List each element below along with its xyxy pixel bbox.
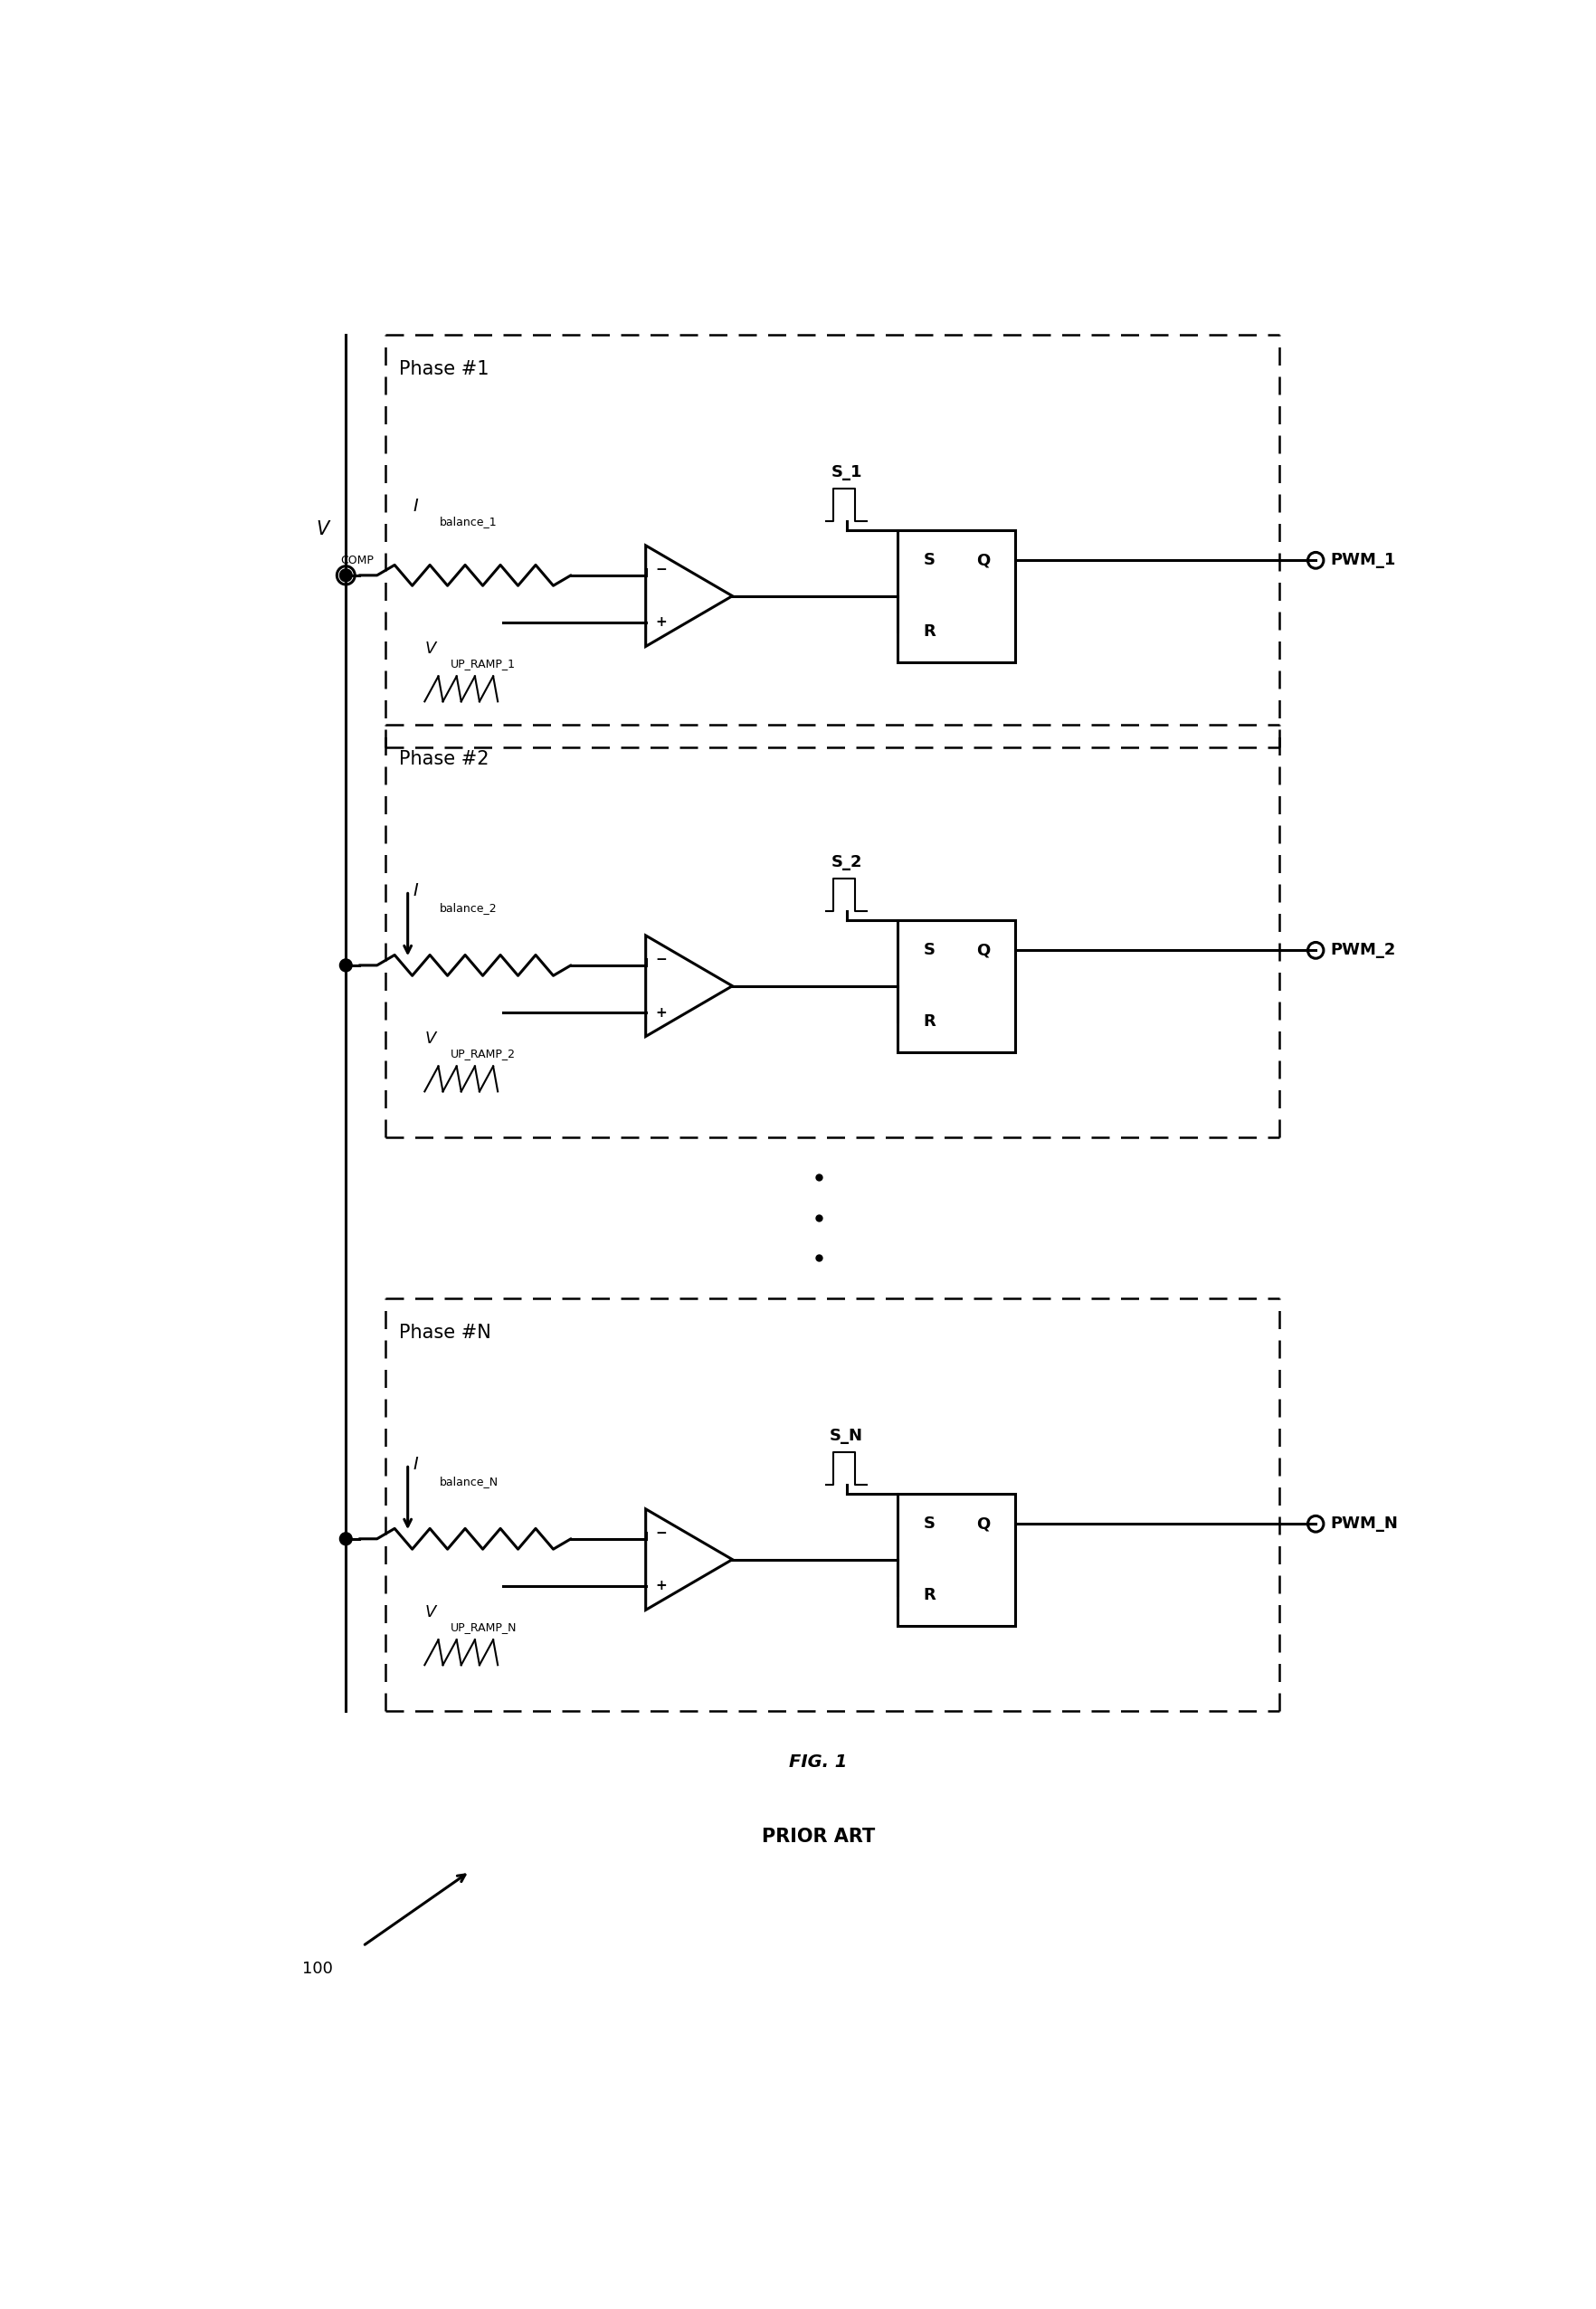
- Bar: [897, 531, 1015, 663]
- Text: S: S: [922, 942, 934, 958]
- Text: PWM_1: PWM_1: [1329, 552, 1395, 568]
- Text: +: +: [654, 617, 667, 630]
- Text: UP_RAMP_1: UP_RAMP_1: [450, 658, 516, 670]
- Text: Q: Q: [977, 942, 990, 958]
- Text: COMP: COMP: [340, 554, 373, 566]
- Text: FIG. 1: FIG. 1: [788, 1755, 847, 1771]
- Text: balance_1: balance_1: [439, 515, 496, 526]
- Text: S: S: [922, 1515, 934, 1531]
- Text: −: −: [654, 563, 667, 577]
- Text: PWM_2: PWM_2: [1329, 942, 1395, 958]
- Circle shape: [340, 1533, 351, 1545]
- Text: Q: Q: [977, 552, 990, 568]
- Text: +: +: [654, 1579, 667, 1593]
- Text: R: R: [922, 1586, 935, 1602]
- Text: Phase #2: Phase #2: [399, 750, 488, 769]
- Text: R: R: [922, 1014, 935, 1030]
- Text: PWM_N: PWM_N: [1329, 1515, 1396, 1531]
- Text: S_1: S_1: [830, 464, 862, 480]
- Text: S: S: [922, 552, 934, 568]
- Circle shape: [340, 958, 351, 972]
- Text: Q: Q: [977, 1515, 990, 1531]
- Text: UP_RAMP_N: UP_RAMP_N: [450, 1621, 517, 1632]
- Text: I: I: [413, 882, 418, 898]
- Text: balance_N: balance_N: [439, 1475, 498, 1487]
- Text: UP_RAMP_2: UP_RAMP_2: [450, 1048, 516, 1060]
- Text: 100: 100: [302, 1960, 334, 1977]
- Text: V: V: [425, 1605, 436, 1621]
- Text: S_N: S_N: [830, 1427, 863, 1445]
- Bar: [897, 1494, 1015, 1626]
- Bar: [897, 919, 1015, 1053]
- Text: V: V: [425, 1030, 436, 1046]
- Text: I: I: [413, 499, 418, 515]
- Text: +: +: [654, 1007, 667, 1018]
- Circle shape: [340, 568, 351, 582]
- Text: balance_2: balance_2: [439, 903, 496, 914]
- Text: Phase #N: Phase #N: [399, 1323, 490, 1342]
- Text: I: I: [413, 1455, 418, 1473]
- Text: R: R: [922, 623, 935, 640]
- Text: −: −: [654, 1526, 667, 1540]
- Text: PRIOR ART: PRIOR ART: [761, 1829, 875, 1847]
- Text: S_2: S_2: [830, 854, 862, 870]
- Text: V: V: [316, 522, 329, 538]
- Text: V: V: [425, 640, 436, 656]
- Text: Phase #1: Phase #1: [399, 360, 488, 379]
- Text: −: −: [654, 954, 667, 965]
